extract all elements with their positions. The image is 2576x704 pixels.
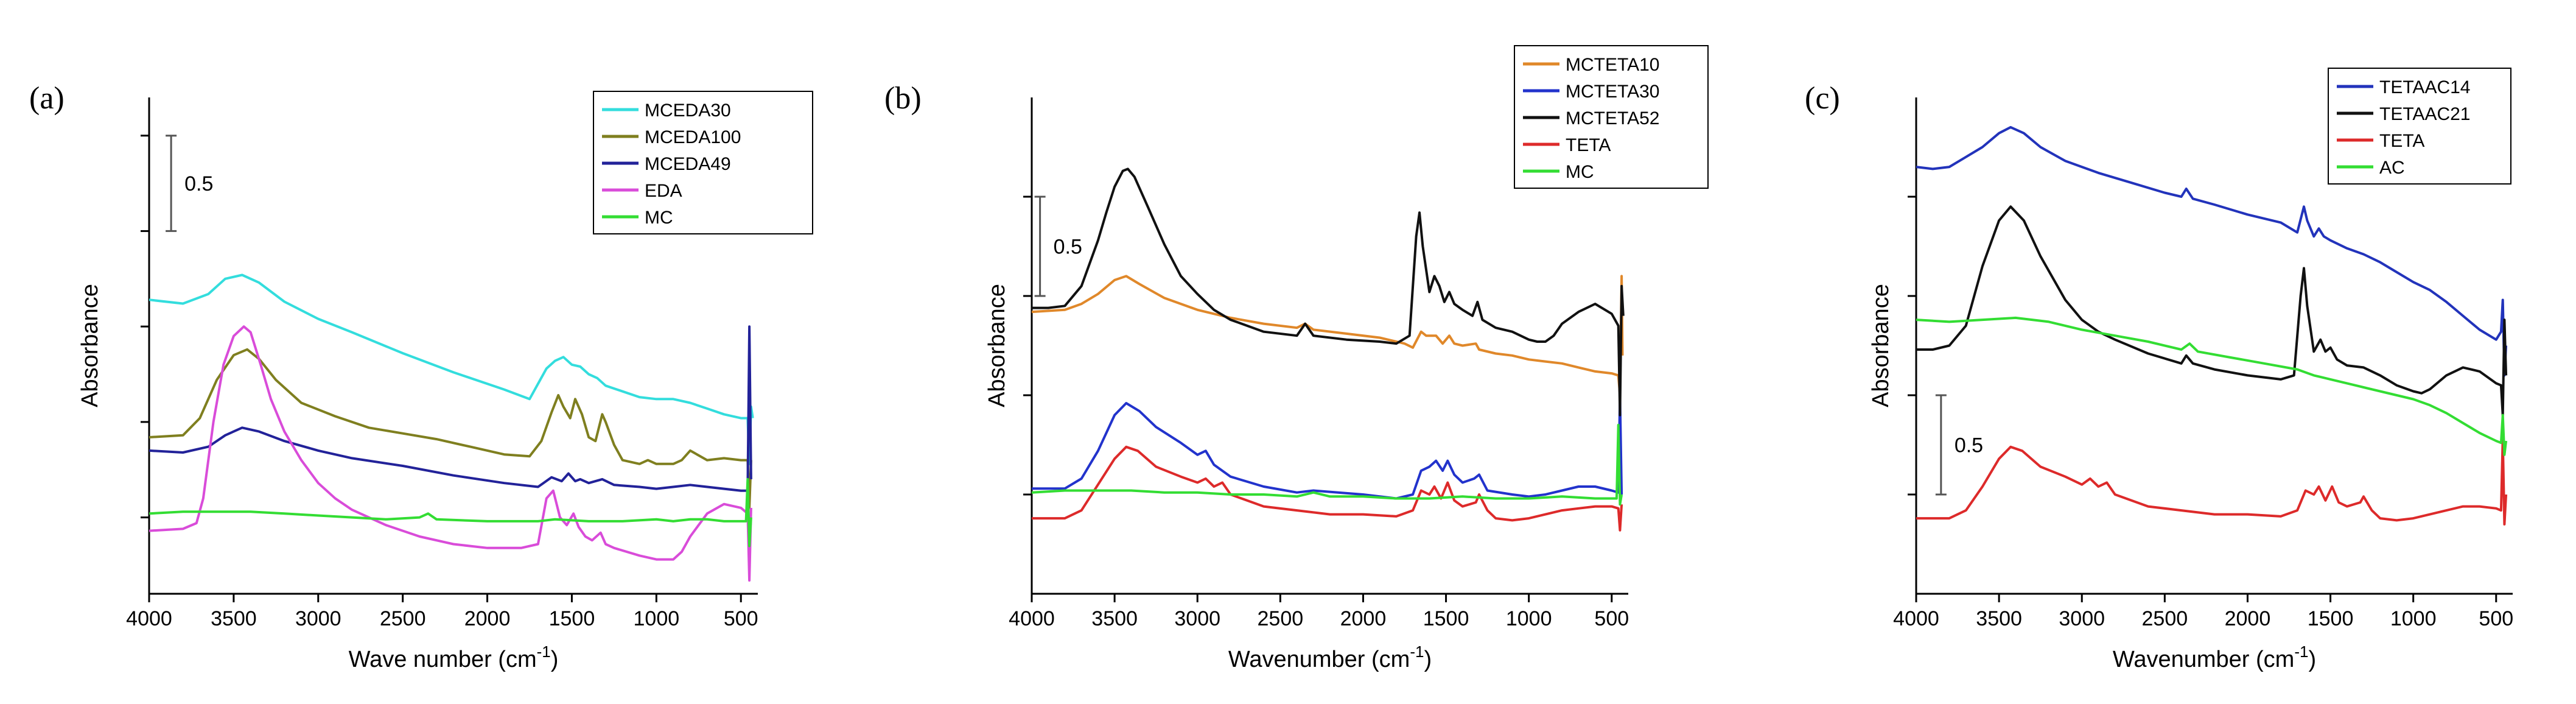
legend-label: TETAAC14 (2379, 77, 2471, 97)
panel-1: (a) 4000 3500 3000 2500 2000 1500 1000 500 Wave n… (29, 81, 813, 672)
x-tick-label: 1500 (2308, 607, 2354, 630)
series-line-mceda100 (149, 348, 752, 509)
x-tick-label: 1000 (634, 607, 680, 630)
x-tick-label: 4000 (1009, 607, 1055, 630)
legend-label: MCEDA100 (645, 127, 741, 147)
x-axis-title: Wave number (cm-1) (349, 642, 559, 672)
series-group (1032, 167, 1625, 532)
series-line-mcteta10 (1032, 275, 1624, 396)
legend-label: MCTETA52 (1566, 108, 1659, 128)
x-axis-title: Wavenumber (cm-1) (2113, 642, 2316, 672)
x-tick-label: 1500 (1423, 607, 1469, 630)
series-line-mcteta30 (1032, 394, 1623, 500)
x-tick-label: 2000 (2225, 607, 2271, 630)
x-tick-label: 500 (2479, 607, 2513, 630)
legend-label: MC (645, 208, 673, 228)
x-axis-title: Wavenumber (cm-1) (1228, 642, 1432, 672)
panel-label: (c) (1805, 81, 1840, 116)
series-line-teta (1916, 437, 2508, 526)
y-axis-title: Absorbance (1868, 284, 1894, 407)
x-tick-label: 2000 (1340, 607, 1387, 630)
series-group (1916, 125, 2508, 526)
series-line-eda (149, 325, 752, 582)
legend-label: EDA (645, 181, 682, 201)
series-line-mc (149, 477, 752, 547)
x-tick-label: 3000 (1174, 607, 1220, 630)
panel-2: (b) 4000 3500 3000 2500 2000 1500 1000 500 Wavenu… (884, 45, 1709, 672)
series-line-tetaac21 (1916, 205, 2508, 417)
series-line-tetaac14 (1916, 125, 2508, 377)
x-tick-label: 500 (724, 607, 758, 630)
x-tick-label: 1000 (2390, 607, 2437, 630)
y-axis-title: Absorbance (984, 284, 1010, 407)
x-tick-label: 2500 (1258, 607, 1304, 630)
x-tick-label: 2000 (464, 607, 511, 630)
x-tick-label: 3000 (2059, 607, 2105, 630)
series-line-ac (1916, 316, 2508, 456)
series-line-mcteta52 (1032, 167, 1625, 417)
legend-label: TETA (1566, 135, 1611, 155)
legend-label: TETAAC21 (2379, 104, 2471, 124)
series-group (149, 273, 754, 582)
x-tick-label: 3500 (1091, 607, 1138, 630)
legend-label: AC (2379, 158, 2405, 178)
panel-label: (b) (884, 81, 922, 116)
legend: TETAAC14 TETAAC21 TETA AC (2328, 68, 2511, 185)
series-line-mceda30 (149, 273, 754, 465)
legend: MCEDA30 MCEDA100 MCEDA49 EDA MC (593, 91, 813, 234)
x-tick-label: 2500 (2142, 607, 2188, 630)
scale-bar-label: 0.5 (1955, 434, 1983, 457)
x-tick-label: 1000 (1506, 607, 1552, 630)
scale-bar-label: 0.5 (184, 172, 213, 195)
series-line-mceda49 (149, 325, 752, 492)
legend-label: TETA (2379, 131, 2424, 151)
legend-label: MC (1566, 162, 1594, 182)
legend: MCTETA10 MCTETA30 MCTETA52 TETA MC (1514, 45, 1709, 189)
legend-label: MCEDA49 (645, 154, 731, 174)
x-tick-label: 2500 (380, 607, 426, 630)
legend-label: MCEDA30 (645, 100, 731, 121)
x-tick-label: 3000 (295, 607, 341, 630)
x-tick-label: 4000 (1893, 607, 1939, 630)
scale-bar-label: 0.5 (1054, 236, 1082, 259)
legend-label: MCTETA30 (1566, 82, 1659, 102)
x-tick-label: 3500 (1976, 607, 2022, 630)
legend-label: MCTETA10 (1566, 55, 1659, 75)
x-tick-label: 500 (1594, 607, 1629, 630)
series-line-mc (1032, 423, 1623, 506)
panel-3: (c) 4000 3500 3000 2500 2000 1500 1000 500 Wavenu… (1805, 68, 2513, 672)
x-tick-label: 1500 (549, 607, 595, 630)
series-line-teta (1032, 445, 1623, 532)
y-axis-title: Absorbance (77, 284, 103, 407)
x-tick-label: 3500 (211, 607, 257, 630)
x-tick-label: 4000 (126, 607, 172, 630)
panel-label: (a) (29, 81, 65, 116)
